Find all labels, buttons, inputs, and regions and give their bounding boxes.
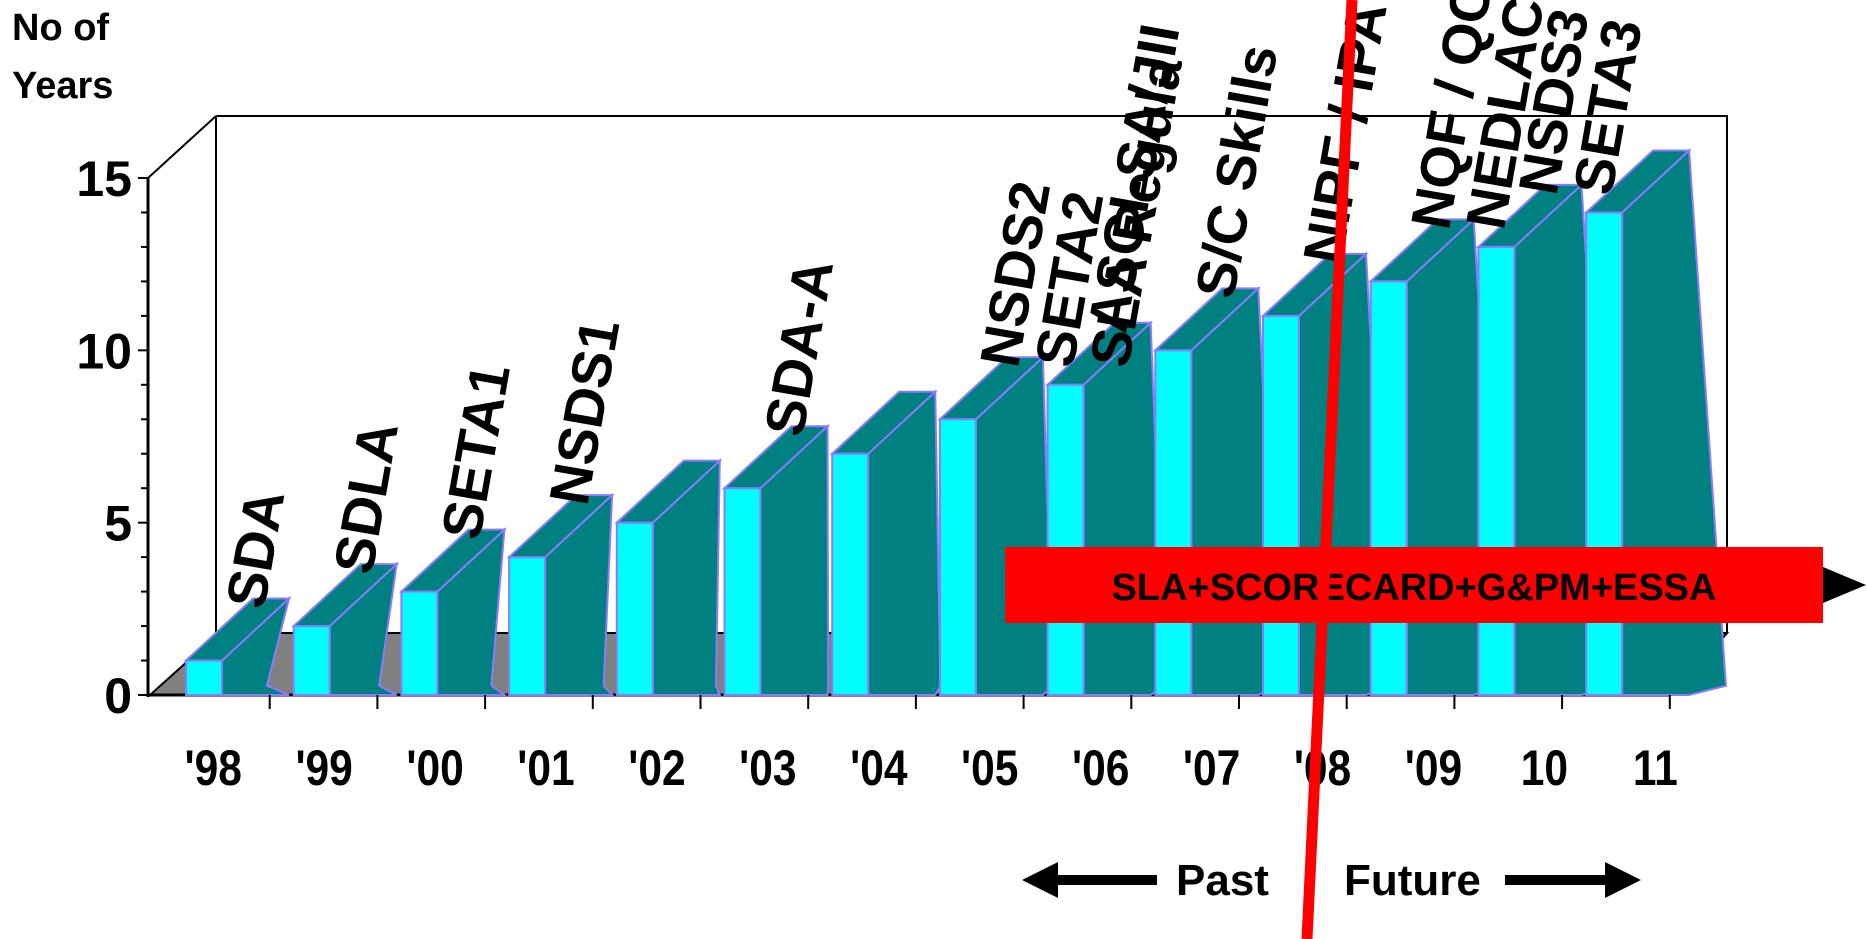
bar-front xyxy=(938,418,977,696)
x-tick-label: 10 xyxy=(1521,740,1568,796)
annotation-label: ASGI-SA/JII xyxy=(1075,19,1191,336)
x-tick-label: '00 xyxy=(406,740,463,796)
x-tick-label: '02 xyxy=(628,740,685,796)
bar xyxy=(614,458,723,697)
future-label: Future xyxy=(1344,856,1481,905)
bar-front xyxy=(292,625,331,696)
annotation-label: SDLA xyxy=(321,417,410,578)
bar-front xyxy=(1046,383,1085,696)
y-tick-label: 0 xyxy=(104,668,132,724)
y-axis-label-line-1: No of xyxy=(12,7,109,49)
bar-front xyxy=(615,521,654,697)
annotation-label: NSDS1 xyxy=(537,314,631,509)
x-tick-label: '99 xyxy=(295,740,352,796)
bar xyxy=(829,389,942,696)
banner-label: SLA+SCORECARD+G&PM+ESSA xyxy=(1112,567,1717,609)
x-tick-label: '05 xyxy=(961,740,1018,796)
bar xyxy=(1152,286,1279,696)
past-label: Past xyxy=(1176,856,1269,905)
bar-front xyxy=(508,556,547,697)
past-future-divider xyxy=(1301,0,1358,939)
bar xyxy=(1045,320,1166,696)
bar-side xyxy=(1082,320,1166,696)
x-tick-label: '06 xyxy=(1072,740,1129,796)
x-tick-label: '09 xyxy=(1405,740,1462,796)
bar-front xyxy=(185,659,223,696)
bar-front xyxy=(1477,245,1516,697)
bar-front xyxy=(1369,280,1408,696)
bar-front xyxy=(1154,349,1193,696)
bar-front xyxy=(831,452,870,696)
x-tick-label: 11 xyxy=(1633,740,1678,796)
y-axis-label: No of Years xyxy=(12,7,120,107)
annotation-label: SDA xyxy=(214,485,297,612)
x-tick-label: '98 xyxy=(185,740,242,796)
x-tick-label: '07 xyxy=(1183,740,1240,796)
annotation-label: S/C Skills xyxy=(1183,40,1289,302)
future-arrow xyxy=(1505,862,1641,898)
annotation-label: SETA1 xyxy=(429,359,522,544)
past-arrow xyxy=(1022,862,1157,898)
bar-front xyxy=(1262,314,1300,696)
x-tick-label: '01 xyxy=(517,740,574,796)
bar xyxy=(506,492,615,697)
chart-frame xyxy=(147,115,1728,633)
y-axis-label-line-2: Years xyxy=(12,65,113,107)
bar-front xyxy=(400,590,439,696)
x-tick-label: '04 xyxy=(850,740,908,796)
banner-box xyxy=(1005,547,1823,623)
banner-arrow xyxy=(1823,567,1866,603)
y-tick-label: 15 xyxy=(76,151,132,207)
x-tick-label: '03 xyxy=(739,740,796,796)
x-tick-label: '08 xyxy=(1294,740,1351,796)
y-tick-label: 5 xyxy=(104,496,132,552)
bar-front xyxy=(723,487,762,697)
past-future-indicator: Past Future xyxy=(1022,856,1641,905)
bar xyxy=(398,527,508,696)
bar xyxy=(183,595,292,696)
banner: SLA+SCORECARD+G&PM+ESSA xyxy=(1005,547,1866,623)
bar xyxy=(291,561,400,696)
y-tick-label: 10 xyxy=(76,323,132,379)
annotation-label: SDA-A xyxy=(752,255,845,441)
bar xyxy=(721,423,831,697)
y-axis: 0 5 10 15 xyxy=(76,151,150,724)
bar xyxy=(937,355,1054,696)
x-axis-ticks: '98 '99 '00 '01 '02 '03 '04 '05 '06 '07 '08 '09 10 11 xyxy=(185,695,1678,796)
